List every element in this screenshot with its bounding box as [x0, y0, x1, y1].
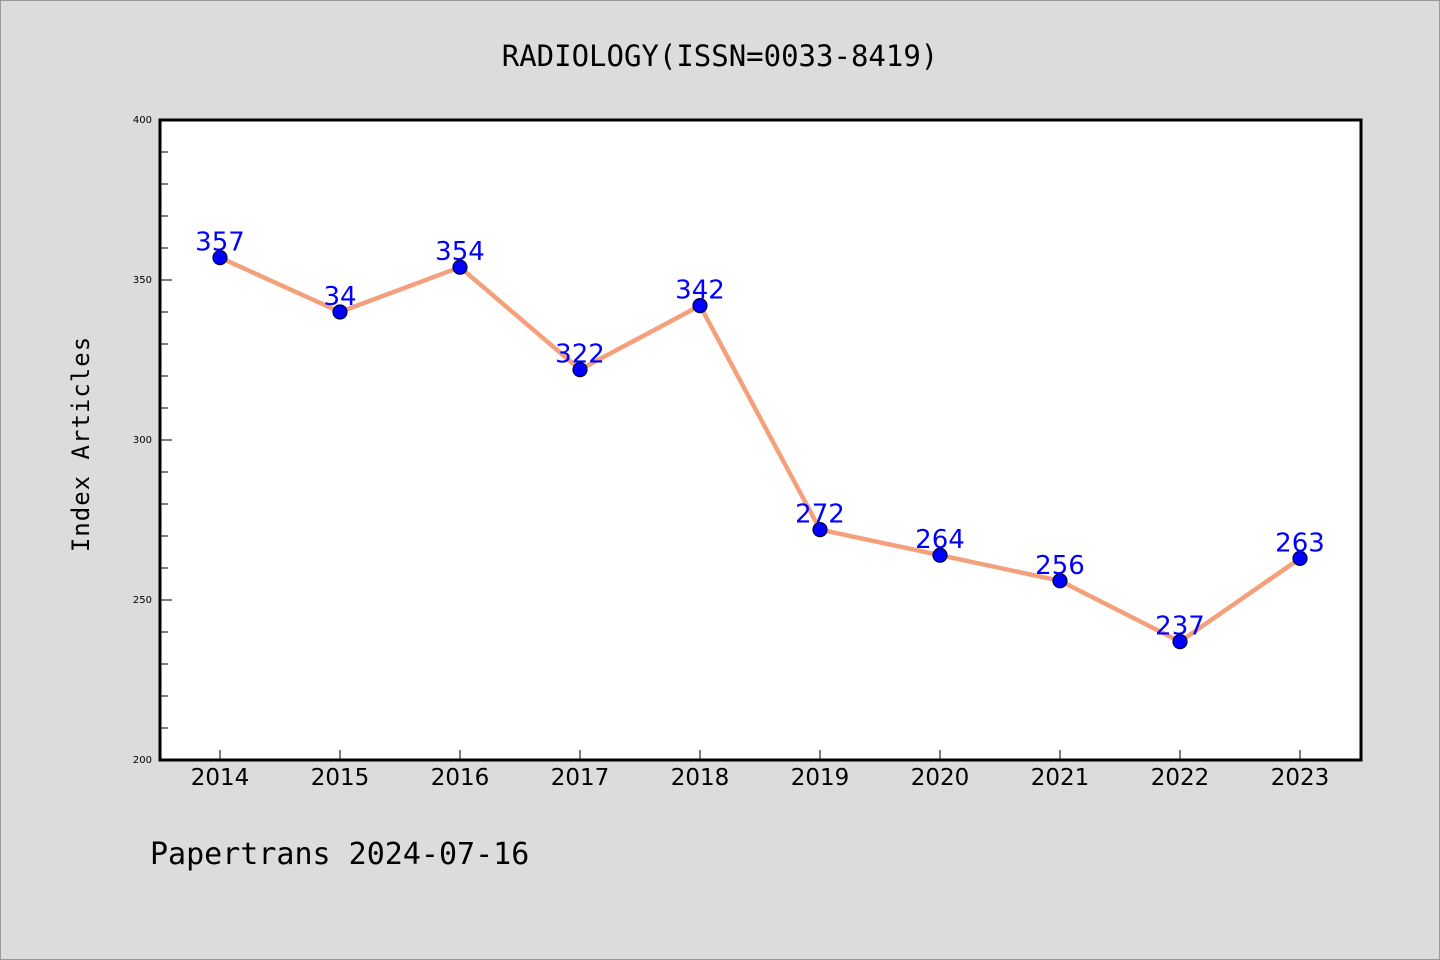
y-tick-label: 200 — [133, 755, 152, 766]
y-tick-label: 250 — [133, 595, 152, 606]
plot-border — [158, 118, 1363, 762]
plot-area — [160, 120, 1361, 760]
data-label: 354 — [435, 237, 485, 267]
x-tick-label: 2023 — [1271, 765, 1330, 791]
y-axis-label: Index Articles — [67, 336, 95, 552]
data-point — [452, 259, 468, 275]
data-label: 237 — [1155, 612, 1205, 642]
data-point — [572, 362, 588, 378]
data-label: 256 — [1035, 551, 1085, 581]
x-axis: 2014 2015 2016 2017 2018 2019 2020 2021 2022 2023 — [191, 750, 1330, 791]
x-tick-label: 2021 — [1031, 765, 1090, 791]
series-markers — [212, 250, 1308, 650]
data-point — [812, 521, 828, 538]
data-label: 272 — [795, 500, 845, 530]
data-point — [1292, 550, 1308, 567]
x-tick-label: 2020 — [911, 765, 970, 791]
x-tick-label: 2016 — [431, 765, 490, 791]
y-tick-label: 400 — [133, 115, 152, 126]
footer-text: Papertrans 2024-07-16 — [150, 837, 529, 872]
x-tick-label: 2014 — [191, 765, 250, 791]
data-point — [1052, 573, 1068, 589]
data-label: 322 — [555, 340, 605, 370]
data-label: 34 — [323, 282, 356, 312]
data-point — [212, 250, 228, 266]
data-label: 264 — [915, 525, 965, 555]
data-labels: 357 34 354 322 342 272 264 256 237 263 — [195, 228, 1325, 642]
data-label: 263 — [1275, 528, 1325, 558]
x-tick-label: 2019 — [791, 765, 850, 791]
x-tick-label: 2022 — [1151, 765, 1210, 791]
y-tick-label: 350 — [133, 275, 152, 286]
data-label: 342 — [675, 276, 725, 306]
data-point — [1172, 633, 1188, 650]
x-tick-label: 2018 — [671, 765, 730, 791]
data-point — [332, 304, 348, 320]
chart-title: RADIOLOGY(ISSN=0033-8419) — [502, 39, 939, 73]
x-tick-label: 2017 — [551, 765, 610, 791]
data-point — [692, 298, 708, 314]
data-point — [932, 547, 948, 563]
x-tick-label: 2015 — [311, 765, 370, 791]
series-line — [217, 255, 1303, 644]
data-label: 357 — [195, 228, 245, 258]
y-tick-label: 300 — [133, 435, 152, 446]
